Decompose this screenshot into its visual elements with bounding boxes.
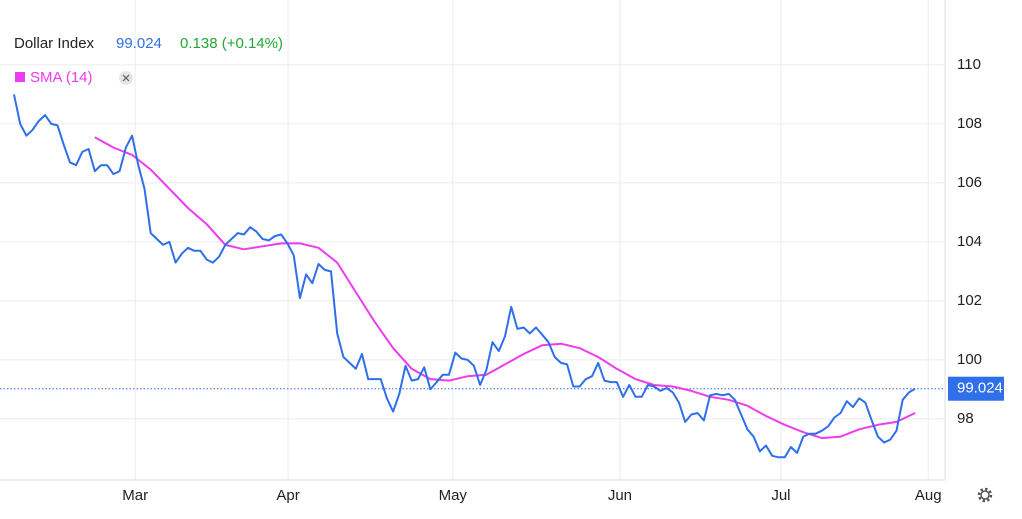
x-tick-label: Mar [122,487,148,504]
y-tick-label: 100 [957,351,982,368]
x-tick-label: Jun [608,487,632,504]
y-tick-label: 104 [957,233,982,250]
legend-swatch [15,72,25,82]
x-tick-label: Jul [771,487,790,504]
close-icon[interactable] [122,74,130,82]
gear-teeth[interactable] [977,487,993,503]
last-value-tag [948,376,1004,401]
x-tick-label: Apr [276,487,299,504]
legend-sma: SMA (14) [30,69,93,86]
y-tick-label: 102 [957,292,982,309]
y-tick-label: 110 [957,56,981,73]
y-tick-label: 98 [957,410,974,427]
gear-body[interactable] [980,490,990,500]
last-value-label: 99.024 [957,380,1003,397]
y-tick-label: 108 [957,115,982,132]
y-tick-label: 106 [957,174,982,191]
x-tick-label: Aug [915,487,942,504]
legend-change: 0.138 (+0.14%) [180,35,283,52]
legend-close[interactable] [119,71,133,85]
legend-last-value: 99.024 [116,35,162,52]
plot: 98 100 102 104 106 108 110 Mar Apr May Jun Jul Aug 99… [0,0,1004,504]
series-line [94,136,916,440]
legend-name: Dollar Index [14,35,95,52]
series-line [13,94,916,459]
settings-button[interactable] [977,487,993,503]
x-tick-label: May [439,487,468,504]
